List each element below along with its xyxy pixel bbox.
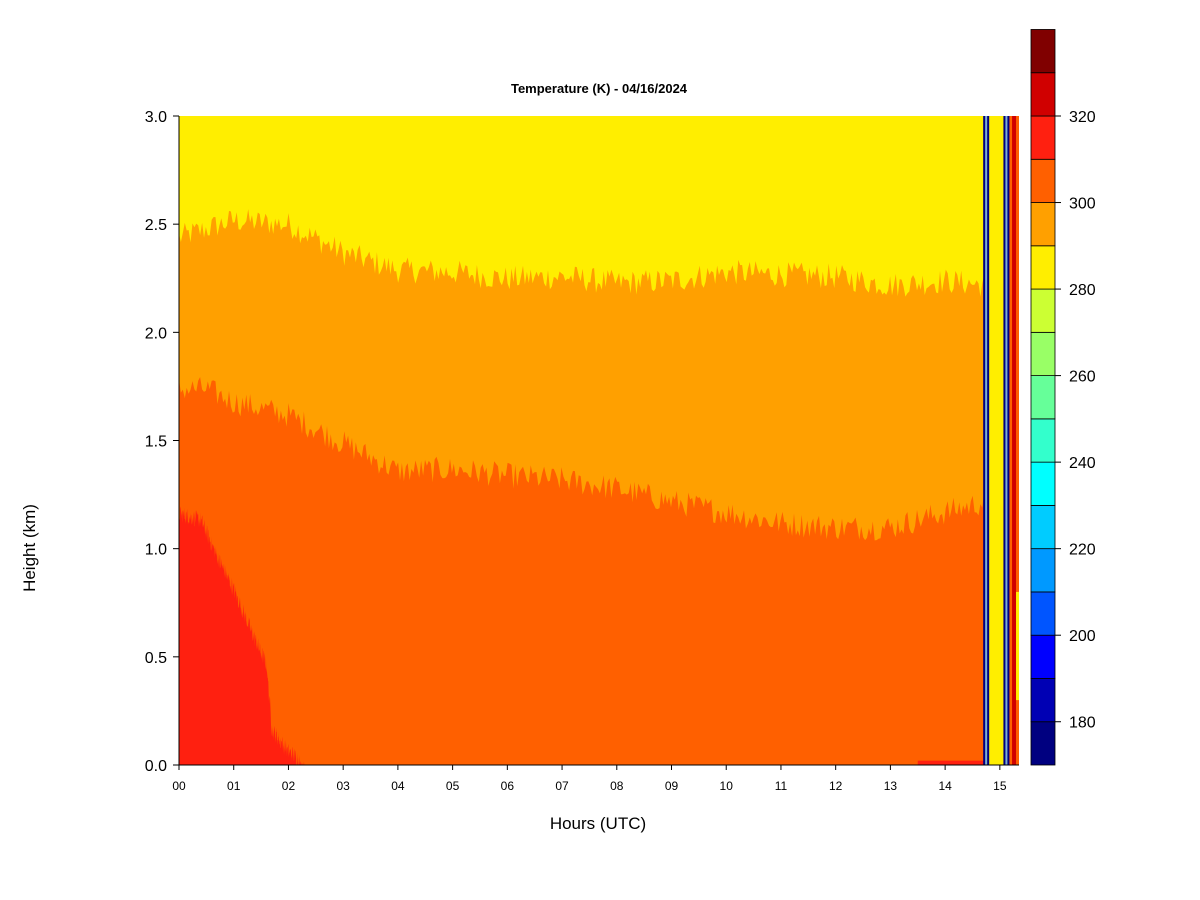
x-tick-label: 00 [172, 779, 186, 793]
y-tick-label: 0.5 [145, 650, 167, 667]
chart-title: Temperature (K) - 04/16/2024 [511, 81, 688, 96]
x-tick-label: 08 [610, 779, 624, 793]
x-tick-label: 01 [227, 779, 241, 793]
edge-column-cool [1016, 591, 1020, 701]
colorbar-tick-label: 220 [1069, 542, 1096, 559]
x-tick-label: 05 [446, 779, 460, 793]
y-tick-label: 2.5 [145, 217, 167, 234]
x-tick-label: 13 [884, 779, 898, 793]
x-axis: 00 01 02 03 04 05 06 07 08 09 10 11 12 13 14 15 [172, 764, 1019, 793]
colorbar-swatch [1030, 375, 1056, 420]
x-tick-label: 09 [665, 779, 679, 793]
y-tick-label: 1.5 [145, 434, 167, 451]
colorbar-legend: 180 200 220 240 260 280 300 320 [1030, 29, 1096, 766]
colorbar-swatch [1030, 548, 1056, 593]
region-280-290K [179, 377, 987, 765]
y-tick-label: 3.0 [145, 109, 167, 126]
colorbar-swatch [1030, 634, 1056, 679]
colorbar-swatch [1030, 721, 1056, 766]
y-tick-label: 2.0 [145, 325, 167, 342]
colorbar-swatch [1030, 29, 1056, 74]
y-tick-label: 1.0 [145, 542, 167, 559]
x-tick-label: 07 [555, 779, 569, 793]
x-tick-label: 03 [336, 779, 350, 793]
x-tick-label: 11 [775, 779, 788, 793]
colorbar-swatch [1030, 504, 1056, 550]
x-tick-label: 02 [282, 779, 296, 793]
edge-column-hot [1012, 116, 1017, 765]
colorbar-swatch [1030, 461, 1056, 506]
x-tick-label: 14 [938, 779, 952, 793]
y-axis: 0.0 0.5 1.0 1.5 2.0 2.5 3.0 [145, 109, 180, 775]
x-tick-label: 12 [829, 779, 843, 793]
colorbar-swatch [1030, 591, 1056, 636]
colorbar-swatch [1030, 115, 1056, 160]
colorbar-swatch [1030, 288, 1056, 333]
x-tick-label: 04 [391, 779, 405, 793]
x-tick-label: 15 [993, 779, 1007, 793]
x-tick-label: 06 [501, 779, 515, 793]
missing-data-line-core [985, 116, 988, 765]
colorbar-tick-label: 240 [1069, 455, 1096, 472]
x-tick-label: 10 [720, 779, 734, 793]
colorbar-swatch [1030, 245, 1056, 290]
colorbar-tick-label: 180 [1069, 715, 1096, 732]
plot-area [179, 116, 1020, 766]
x-axis-label: Hours (UTC) [550, 814, 646, 833]
colorbar-swatch [1030, 72, 1056, 117]
y-axis-label: Height (km) [20, 504, 39, 592]
colorbar-tick-label: 200 [1069, 628, 1096, 645]
y-tick-label: 0.0 [145, 758, 167, 775]
colorbar-tick-label: 300 [1069, 196, 1096, 213]
surface-warm-strip [917, 760, 987, 765]
colorbar-tick-label: 280 [1069, 282, 1096, 299]
missing-data-line-core [1005, 116, 1008, 765]
colorbar-swatch [1030, 331, 1056, 377]
colorbar-tick-label: 260 [1069, 369, 1096, 386]
colorbar-tick-label: 320 [1069, 109, 1096, 126]
region-290-300K [179, 506, 305, 765]
colorbar-swatch [1030, 678, 1056, 723]
colorbar-swatch [1030, 158, 1056, 203]
colorbar-swatch [1030, 202, 1056, 247]
colorbar-swatch [1030, 418, 1056, 463]
